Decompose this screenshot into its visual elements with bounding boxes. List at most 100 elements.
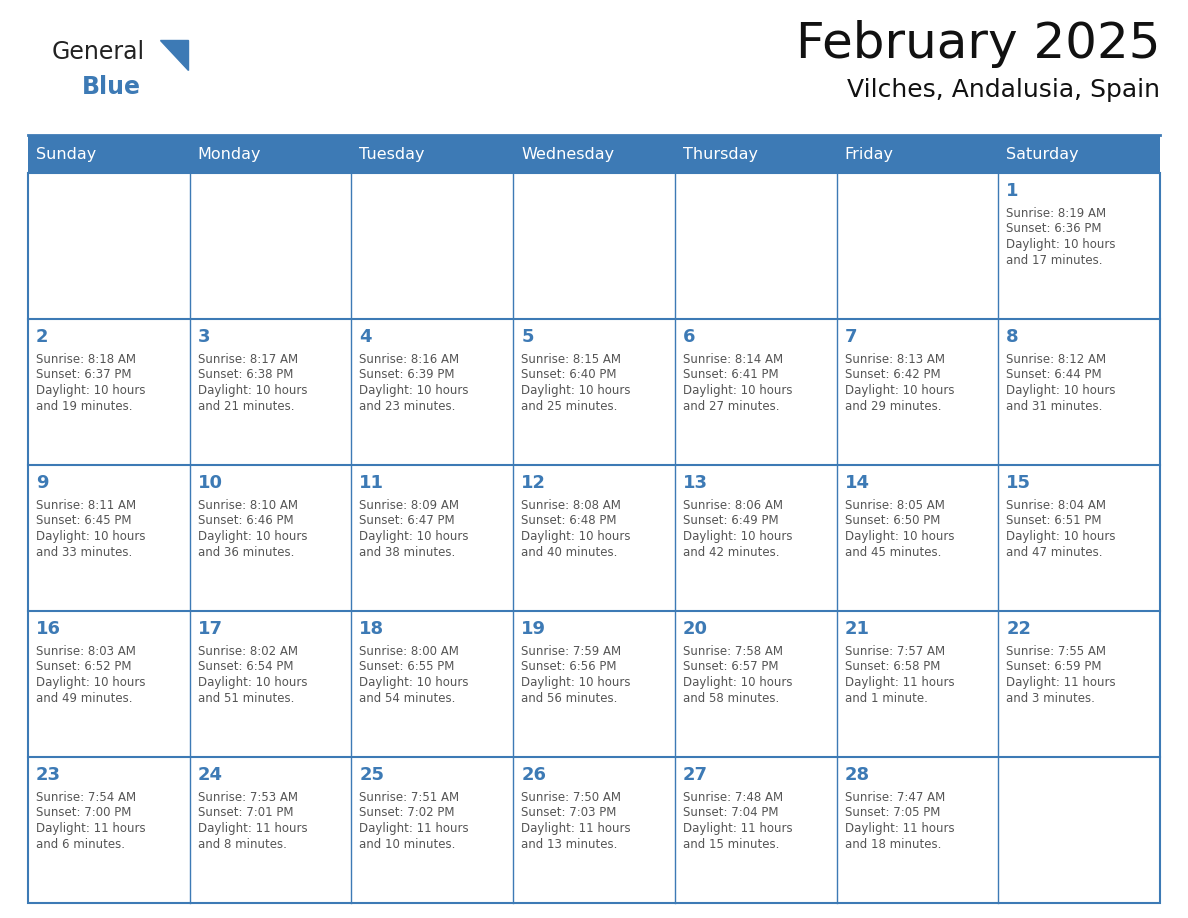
Text: and 40 minutes.: and 40 minutes. [522,545,618,558]
Text: and 25 minutes.: and 25 minutes. [522,399,618,412]
Text: Daylight: 11 hours: Daylight: 11 hours [36,822,146,835]
Text: Sunrise: 8:04 AM: Sunrise: 8:04 AM [1006,499,1106,512]
Text: Daylight: 10 hours: Daylight: 10 hours [36,384,145,397]
Text: Sunrise: 8:10 AM: Sunrise: 8:10 AM [197,499,298,512]
Text: Sunrise: 8:06 AM: Sunrise: 8:06 AM [683,499,783,512]
Text: 24: 24 [197,766,222,784]
Text: Sunset: 7:04 PM: Sunset: 7:04 PM [683,807,778,820]
Text: and 13 minutes.: and 13 minutes. [522,837,618,850]
Text: Sunset: 6:47 PM: Sunset: 6:47 PM [360,514,455,528]
Text: Daylight: 11 hours: Daylight: 11 hours [845,822,954,835]
Text: and 18 minutes.: and 18 minutes. [845,837,941,850]
Text: Daylight: 10 hours: Daylight: 10 hours [845,384,954,397]
Text: and 56 minutes.: and 56 minutes. [522,691,618,704]
Text: Daylight: 10 hours: Daylight: 10 hours [845,530,954,543]
Text: and 38 minutes.: and 38 minutes. [360,545,456,558]
Text: Sunset: 6:56 PM: Sunset: 6:56 PM [522,660,617,674]
Text: Daylight: 10 hours: Daylight: 10 hours [360,530,469,543]
Text: Sunrise: 7:48 AM: Sunrise: 7:48 AM [683,791,783,804]
Text: 19: 19 [522,620,546,638]
Text: Sunrise: 8:16 AM: Sunrise: 8:16 AM [360,353,460,366]
Text: Sunrise: 8:03 AM: Sunrise: 8:03 AM [36,645,135,658]
Text: Sunset: 6:55 PM: Sunset: 6:55 PM [360,660,455,674]
Text: 15: 15 [1006,474,1031,492]
Text: Sunset: 6:39 PM: Sunset: 6:39 PM [360,368,455,382]
Text: 7: 7 [845,328,857,346]
Text: Sunrise: 8:02 AM: Sunrise: 8:02 AM [197,645,298,658]
Text: and 45 minutes.: and 45 minutes. [845,545,941,558]
Text: 12: 12 [522,474,546,492]
Text: and 49 minutes.: and 49 minutes. [36,691,133,704]
Text: Sunset: 6:51 PM: Sunset: 6:51 PM [1006,514,1101,528]
Text: Sunrise: 7:53 AM: Sunrise: 7:53 AM [197,791,298,804]
Text: Sunset: 6:44 PM: Sunset: 6:44 PM [1006,368,1102,382]
Text: Sunset: 6:50 PM: Sunset: 6:50 PM [845,514,940,528]
Bar [29,173,1159,903]
Text: and 33 minutes.: and 33 minutes. [36,545,132,558]
Text: 27: 27 [683,766,708,784]
Text: Daylight: 10 hours: Daylight: 10 hours [197,676,308,689]
Text: Sunset: 6:37 PM: Sunset: 6:37 PM [36,368,132,382]
Text: Sunrise: 7:51 AM: Sunrise: 7:51 AM [360,791,460,804]
Text: Sunrise: 7:57 AM: Sunrise: 7:57 AM [845,645,944,658]
Text: Sunrise: 8:15 AM: Sunrise: 8:15 AM [522,353,621,366]
Text: 20: 20 [683,620,708,638]
Text: Daylight: 10 hours: Daylight: 10 hours [1006,384,1116,397]
Text: Sunrise: 8:05 AM: Sunrise: 8:05 AM [845,499,944,512]
Text: 14: 14 [845,474,870,492]
Text: and 3 minutes.: and 3 minutes. [1006,691,1095,704]
Text: 25: 25 [360,766,385,784]
Text: Daylight: 10 hours: Daylight: 10 hours [522,530,631,543]
Text: and 8 minutes.: and 8 minutes. [197,837,286,850]
Text: and 17 minutes.: and 17 minutes. [1006,253,1102,266]
Text: Daylight: 10 hours: Daylight: 10 hours [1006,530,1116,543]
Text: 4: 4 [360,328,372,346]
Text: Tuesday: Tuesday [360,147,425,162]
Text: Vilches, Andalusia, Spain: Vilches, Andalusia, Spain [847,78,1159,102]
Text: and 36 minutes.: and 36 minutes. [197,545,295,558]
Text: Sunrise: 7:54 AM: Sunrise: 7:54 AM [36,791,137,804]
Text: 28: 28 [845,766,870,784]
Text: Sunrise: 8:12 AM: Sunrise: 8:12 AM [1006,353,1106,366]
Text: Wednesday: Wednesday [522,147,614,162]
Text: Sunrise: 8:14 AM: Sunrise: 8:14 AM [683,353,783,366]
Text: Sunset: 7:03 PM: Sunset: 7:03 PM [522,807,617,820]
Text: Sunset: 6:42 PM: Sunset: 6:42 PM [845,368,940,382]
Text: Daylight: 10 hours: Daylight: 10 hours [1006,238,1116,251]
Text: 26: 26 [522,766,546,784]
Text: Daylight: 10 hours: Daylight: 10 hours [522,384,631,397]
Text: Sunset: 7:02 PM: Sunset: 7:02 PM [360,807,455,820]
Text: Sunrise: 8:18 AM: Sunrise: 8:18 AM [36,353,135,366]
Text: Sunrise: 7:59 AM: Sunrise: 7:59 AM [522,645,621,658]
Text: Sunset: 6:45 PM: Sunset: 6:45 PM [36,514,132,528]
Text: Daylight: 11 hours: Daylight: 11 hours [683,822,792,835]
Text: and 47 minutes.: and 47 minutes. [1006,545,1102,558]
Text: Sunrise: 8:09 AM: Sunrise: 8:09 AM [360,499,460,512]
Text: Friday: Friday [845,147,893,162]
Text: Sunset: 7:05 PM: Sunset: 7:05 PM [845,807,940,820]
Text: 3: 3 [197,328,210,346]
Text: and 15 minutes.: and 15 minutes. [683,837,779,850]
Text: 9: 9 [36,474,49,492]
Text: Sunset: 6:40 PM: Sunset: 6:40 PM [522,368,617,382]
Text: and 42 minutes.: and 42 minutes. [683,545,779,558]
Text: 2: 2 [36,328,49,346]
Text: Saturday: Saturday [1006,147,1079,162]
Text: and 1 minute.: and 1 minute. [845,691,928,704]
Text: Sunrise: 8:19 AM: Sunrise: 8:19 AM [1006,207,1106,220]
Text: Sunrise: 8:08 AM: Sunrise: 8:08 AM [522,499,621,512]
Text: and 31 minutes.: and 31 minutes. [1006,399,1102,412]
Text: Daylight: 10 hours: Daylight: 10 hours [522,676,631,689]
Text: Sunrise: 7:50 AM: Sunrise: 7:50 AM [522,791,621,804]
Text: Sunset: 6:48 PM: Sunset: 6:48 PM [522,514,617,528]
Text: and 23 minutes.: and 23 minutes. [360,399,456,412]
Text: and 19 minutes.: and 19 minutes. [36,399,133,412]
Text: Sunrise: 7:58 AM: Sunrise: 7:58 AM [683,645,783,658]
Polygon shape [160,40,188,70]
Text: Sunset: 6:57 PM: Sunset: 6:57 PM [683,660,778,674]
Text: Daylight: 11 hours: Daylight: 11 hours [522,822,631,835]
Text: Daylight: 10 hours: Daylight: 10 hours [683,384,792,397]
Text: 17: 17 [197,620,222,638]
Text: Daylight: 11 hours: Daylight: 11 hours [845,676,954,689]
Text: Sunset: 6:36 PM: Sunset: 6:36 PM [1006,222,1101,236]
